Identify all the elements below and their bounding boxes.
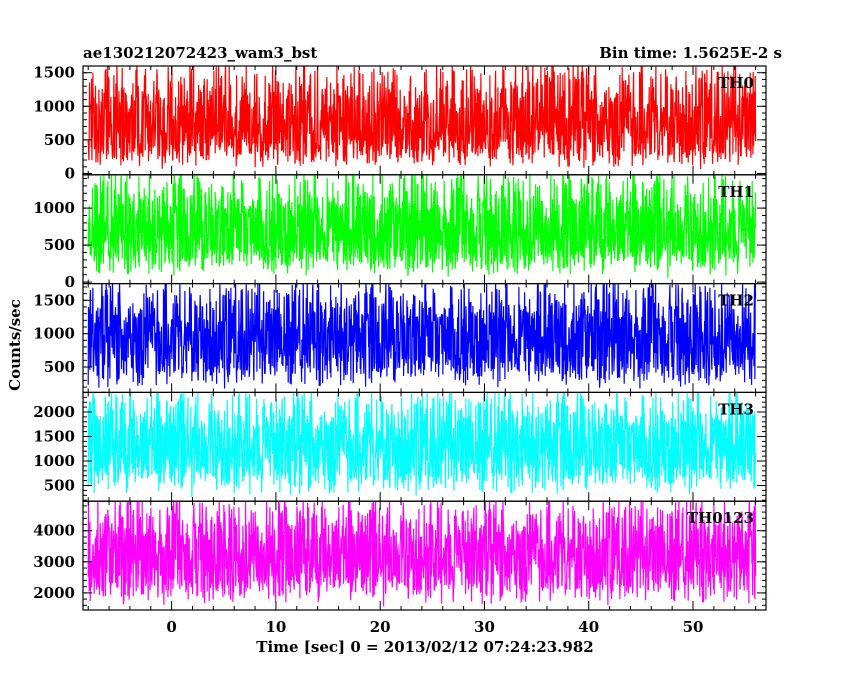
y-tick-label: 1500	[33, 428, 75, 446]
x-tick-label: 30	[474, 618, 495, 636]
y-tick-label: 0	[65, 273, 75, 291]
series-line-th1	[87, 174, 757, 279]
x-tick-label: 10	[265, 618, 286, 636]
series-line-th2	[87, 283, 757, 389]
x-tick-label: 50	[683, 618, 704, 636]
y-tick-label: 500	[44, 477, 75, 495]
y-tick-label: 3000	[33, 553, 75, 571]
x-axis-label: Time [sec] 0 = 2013/02/12 07:24:23.982	[256, 638, 594, 656]
y-tick-label: 1500	[33, 64, 75, 82]
y-tick-label: 2000	[33, 584, 75, 602]
panel-label-th2: TH2	[718, 292, 754, 310]
panel-label-th1: TH1	[718, 183, 754, 201]
y-tick-label: 500	[44, 131, 75, 149]
series-line-th0	[87, 66, 757, 170]
y-tick-label: 1000	[33, 97, 75, 115]
series-line-th0123	[87, 501, 757, 607]
x-tick-label: 0	[166, 618, 176, 636]
y-tick-label: 0	[65, 164, 75, 182]
y-tick-label: 1500	[33, 291, 75, 309]
panel-label-th3: TH3	[718, 400, 754, 418]
x-tick-label: 40	[578, 618, 599, 636]
series-line-th3	[87, 392, 757, 498]
y-tick-label: 1000	[33, 452, 75, 470]
y-axis-label: Counts/sec	[6, 299, 24, 391]
y-tick-label: 1000	[33, 325, 75, 343]
chart-title: ae130212072423_wam3_bst	[83, 44, 318, 62]
x-tick-label: 20	[370, 618, 391, 636]
y-tick-label: 4000	[33, 522, 75, 540]
panel-label-th0123: TH0123	[687, 509, 754, 527]
y-tick-label: 500	[44, 236, 75, 254]
panel-label-th0: TH0	[718, 74, 754, 92]
y-tick-label: 2000	[33, 403, 75, 421]
y-tick-label: 500	[44, 358, 75, 376]
bin-time-label: Bin time: 1.5625E-2 s	[599, 44, 782, 62]
y-tick-label: 1000	[33, 199, 75, 217]
